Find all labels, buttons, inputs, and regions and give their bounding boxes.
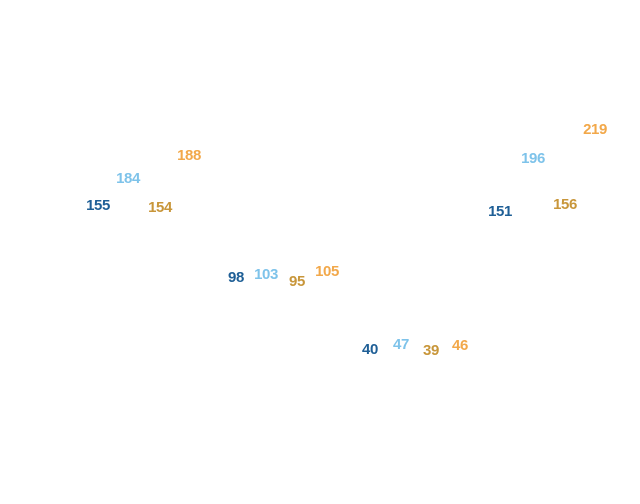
data-label-series-3-point-3: 39 [423, 342, 439, 359]
data-label-series-4-point-4: 219 [583, 121, 607, 138]
data-label-layer: 155 98 40 151 184 103 47 196 154 95 39 156 188 105 46 2… [86, 121, 607, 359]
data-label-series-1-point-3: 40 [362, 341, 378, 358]
data-label-series-2-point-1: 184 [116, 170, 141, 187]
data-label-series-2-point-3: 47 [393, 336, 409, 353]
data-label-series-1-point-4: 151 [488, 203, 512, 220]
data-label-series-2-point-4: 196 [521, 150, 545, 167]
data-label-series-3-point-4: 156 [553, 196, 577, 213]
data-label-series-1-point-2: 98 [228, 269, 244, 286]
data-label-series-4-point-2: 105 [315, 263, 339, 280]
data-label-series-2-point-2: 103 [254, 266, 278, 283]
data-label-series-4-point-3: 46 [452, 337, 468, 354]
data-label-series-3-point-2: 95 [289, 273, 305, 290]
data-label-series-1-point-1: 155 [86, 197, 110, 214]
data-label-series-3-point-1: 154 [148, 199, 173, 216]
data-label-series-4-point-1: 188 [177, 147, 201, 164]
